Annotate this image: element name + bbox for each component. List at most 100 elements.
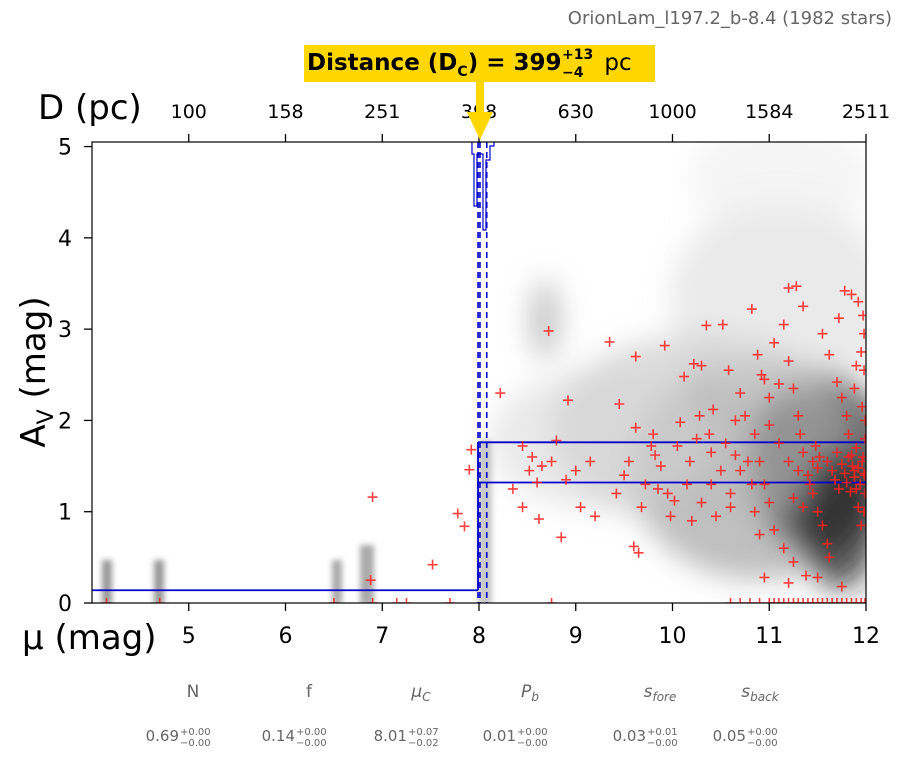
- param-value-5: 0.05: [713, 727, 746, 745]
- star-143: [853, 462, 864, 473]
- star-169: [665, 511, 676, 522]
- star-116: [853, 296, 864, 307]
- x-tick-label-5: 10: [659, 624, 687, 649]
- star-60: [715, 465, 726, 476]
- y-axis-title-a: A: [14, 424, 54, 447]
- x-tick-label-0: 5: [182, 624, 196, 649]
- star-105: [833, 313, 844, 324]
- x-axis-title: μ (mag): [22, 618, 157, 658]
- star-30: [570, 465, 581, 476]
- annotation-box: [304, 45, 655, 82]
- param-plus-0: +0.00: [180, 727, 211, 738]
- star-108: [843, 429, 854, 440]
- star-44: [633, 547, 644, 558]
- star-134: [833, 483, 844, 494]
- param-value-1: 0.14: [262, 727, 295, 745]
- y-tick-label-0: 0: [58, 592, 72, 617]
- star-106: [836, 392, 847, 403]
- star-52: [696, 360, 707, 371]
- star-51: [688, 358, 699, 369]
- star-42: [636, 502, 647, 513]
- star-70: [742, 456, 753, 467]
- star-157: [798, 502, 809, 513]
- star-35: [630, 351, 641, 362]
- star-1: [427, 559, 438, 570]
- star-148: [814, 451, 825, 462]
- star-13: [154, 598, 165, 603]
- star-121: [851, 360, 862, 371]
- star-114: [839, 285, 850, 296]
- star-182: [793, 598, 804, 603]
- star-170: [652, 483, 663, 494]
- y-tick-label-1: 1: [58, 501, 72, 526]
- star-166: [684, 456, 695, 467]
- star-192: [841, 598, 852, 603]
- star-11: [365, 575, 376, 586]
- star-167: [672, 440, 683, 451]
- y-tick-label-2: 2: [58, 409, 72, 434]
- star-37: [614, 398, 625, 409]
- star-58: [691, 433, 702, 444]
- star-178: [773, 598, 784, 603]
- star-22: [527, 451, 538, 462]
- param-minus-2: −0.02: [408, 738, 439, 749]
- star-130: [822, 456, 833, 467]
- param-name-3: Pb: [521, 682, 539, 704]
- star-168: [669, 495, 680, 506]
- star-71: [746, 479, 757, 490]
- star-163: [706, 479, 717, 490]
- param-name-0: N: [187, 682, 200, 702]
- x-tick-label-1: 6: [279, 624, 293, 649]
- star-96: [801, 570, 812, 581]
- star-152: [764, 419, 775, 430]
- star-112: [853, 502, 864, 513]
- star-113: [856, 520, 866, 531]
- star-164: [704, 429, 715, 440]
- star-115: [846, 289, 857, 300]
- star-122: [849, 383, 860, 394]
- star-68: [735, 388, 746, 399]
- star-90: [802, 470, 813, 481]
- star-43: [628, 541, 639, 552]
- star-98: [778, 543, 789, 554]
- star-89: [798, 447, 809, 458]
- star-118: [859, 328, 866, 339]
- star-196: [860, 598, 866, 603]
- star-126: [858, 451, 866, 462]
- top-axis-title: D (pc): [38, 88, 142, 128]
- star-155: [788, 493, 799, 504]
- top-tick-label-2: 251: [364, 101, 400, 123]
- star-139: [845, 486, 856, 497]
- star-20: [507, 483, 518, 494]
- star-151: [810, 440, 821, 451]
- star-161: [730, 450, 741, 461]
- x-tick-label-2: 7: [375, 624, 389, 649]
- star-146: [859, 468, 866, 479]
- star-19: [517, 502, 528, 513]
- star-100: [764, 497, 775, 508]
- star-85: [783, 356, 794, 367]
- y-axis-title: AV (mag): [14, 296, 59, 447]
- star-83: [791, 281, 802, 292]
- star-46: [640, 479, 651, 490]
- top-tick-label-1: 158: [267, 101, 303, 123]
- star-50: [679, 371, 690, 382]
- star-194: [851, 598, 862, 603]
- param-minus-3: −0.00: [517, 738, 548, 749]
- density-background: [102, 142, 866, 603]
- star-62: [696, 497, 707, 508]
- annotation-arrow: [466, 82, 493, 140]
- x-axis-ticks: 5 6 7 8 9 10 11 12: [182, 603, 880, 649]
- star-84: [798, 301, 809, 312]
- star-149: [807, 456, 818, 467]
- star-91: [807, 488, 818, 499]
- star-137: [841, 477, 852, 488]
- star-181: [788, 598, 799, 603]
- star-66: [720, 438, 731, 449]
- star-129: [859, 506, 866, 517]
- annotation-sub: C: [457, 64, 467, 80]
- star-25: [551, 435, 562, 446]
- star-159: [749, 429, 760, 440]
- svg-text:AV (mag): AV (mag): [14, 296, 59, 447]
